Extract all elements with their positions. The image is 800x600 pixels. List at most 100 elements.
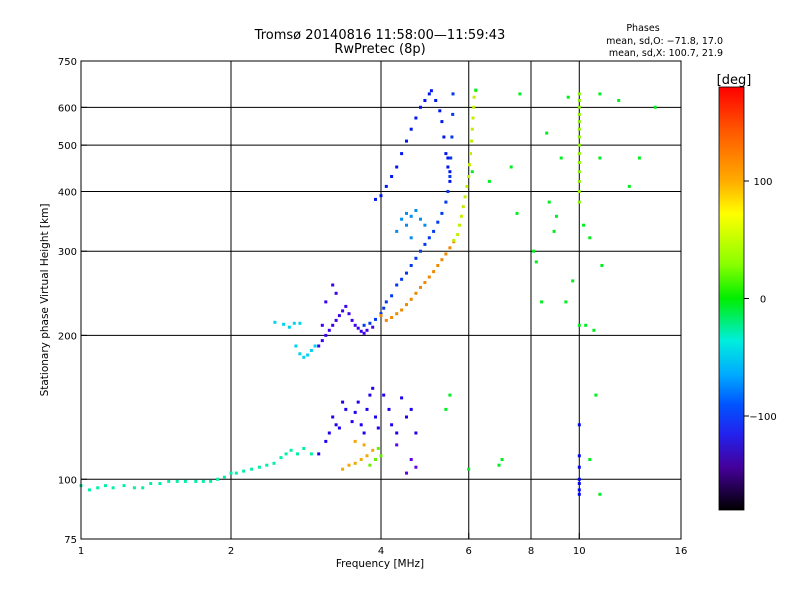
- colorbar: [718, 86, 745, 511]
- data-point: [577, 135, 581, 139]
- phases-heading: Phases: [626, 23, 659, 34]
- data-point: [344, 407, 348, 411]
- data-point: [438, 109, 442, 113]
- data-point: [183, 479, 187, 483]
- data-point: [376, 447, 380, 450]
- data-point: [379, 194, 383, 198]
- data-point: [374, 415, 377, 419]
- data-point: [122, 484, 126, 488]
- data-point: [334, 291, 338, 295]
- data-point: [405, 303, 408, 307]
- data-point: [469, 152, 472, 156]
- data-point: [452, 238, 456, 242]
- data-point: [434, 99, 438, 102]
- data-point: [317, 344, 321, 348]
- data-point: [334, 318, 338, 322]
- data-point: [414, 116, 418, 120]
- data-point: [371, 325, 375, 329]
- data-point: [419, 285, 422, 289]
- data-point: [427, 92, 431, 96]
- data-point: [400, 277, 404, 281]
- data-point: [440, 211, 444, 215]
- data-point: [449, 156, 453, 160]
- data-point: [365, 407, 369, 411]
- data-point: [289, 448, 293, 452]
- data-point: [436, 264, 440, 267]
- data-point: [566, 95, 570, 99]
- data-point: [167, 479, 171, 483]
- data-point: [400, 217, 404, 221]
- data-point: [279, 456, 283, 460]
- data-point: [577, 99, 581, 102]
- data-point: [395, 443, 399, 447]
- data-point: [419, 249, 422, 253]
- data-point: [459, 214, 463, 218]
- data-point: [509, 165, 513, 169]
- data-point: [292, 321, 296, 325]
- grid-lines: [81, 61, 681, 539]
- data-point: [442, 135, 446, 139]
- data-point: [627, 184, 631, 188]
- data-point: [327, 431, 331, 435]
- data-point: [414, 209, 418, 212]
- data-point: [309, 452, 313, 456]
- data-point: [577, 190, 581, 193]
- data-point: [390, 294, 394, 298]
- data-point: [175, 479, 179, 483]
- data-point: [111, 486, 115, 490]
- data-point: [320, 339, 324, 343]
- data-point: [409, 236, 413, 240]
- data-point: [577, 143, 581, 147]
- x-tick-label: 4: [378, 546, 384, 557]
- data-point: [302, 447, 306, 450]
- data-point: [353, 461, 357, 465]
- data-point: [444, 200, 448, 204]
- x-axis-label: Frequency [MHz]: [336, 558, 424, 570]
- data-point: [444, 152, 448, 156]
- data-point: [419, 217, 422, 221]
- data-point: [374, 317, 377, 321]
- data-point: [409, 264, 413, 267]
- data-point: [362, 331, 366, 335]
- data-point: [497, 463, 501, 467]
- data-point: [617, 99, 621, 102]
- y-tick-label: 400: [58, 187, 77, 198]
- data-point: [405, 415, 408, 419]
- data-point: [577, 488, 581, 492]
- data-point: [577, 170, 581, 174]
- data-point: [242, 469, 246, 473]
- data-point: [132, 486, 136, 490]
- data-point: [371, 386, 375, 390]
- data-point: [387, 407, 391, 411]
- data-point: [577, 465, 581, 469]
- data-point: [577, 127, 581, 131]
- data-point: [436, 220, 440, 224]
- data-point: [409, 214, 413, 218]
- data-point: [571, 279, 575, 283]
- data-point: [471, 116, 475, 120]
- data-point: [423, 281, 427, 284]
- data-point: [362, 443, 366, 447]
- data-point: [423, 99, 427, 102]
- data-point: [359, 423, 363, 427]
- data-point: [552, 229, 556, 233]
- data-point: [577, 482, 581, 485]
- y-tick-label: 600: [58, 103, 77, 114]
- data-point: [209, 479, 213, 483]
- data-point: [273, 320, 277, 324]
- data-point: [395, 165, 399, 169]
- data-point: [592, 328, 596, 332]
- data-point: [294, 344, 298, 348]
- data-point: [653, 105, 657, 109]
- data-point: [588, 236, 592, 240]
- y-tick-label: 100: [58, 475, 77, 486]
- data-point: [327, 328, 331, 332]
- data-point: [446, 190, 450, 193]
- data-point: [577, 161, 581, 164]
- data-point: [414, 291, 418, 295]
- data-point: [555, 214, 558, 218]
- data-point: [302, 355, 306, 359]
- data-point: [405, 139, 408, 143]
- data-point: [448, 246, 452, 250]
- colorbar-tick-label: −100: [749, 412, 776, 423]
